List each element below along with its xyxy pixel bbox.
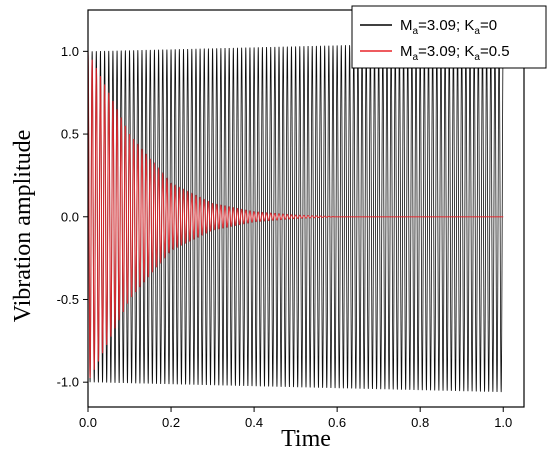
series-line-1 xyxy=(87,51,504,379)
x-tick-label-3: 0.6 xyxy=(328,415,346,430)
y-tick-label-2: 0.0 xyxy=(61,209,79,224)
x-tick-label-0: 0.0 xyxy=(79,415,97,430)
legend: Ma=3.09; Ka=0 Ma=3.09; Ka=0.5 xyxy=(351,5,547,69)
series-line-0 xyxy=(87,41,504,393)
y-tick-label-1: -0.5 xyxy=(57,292,79,307)
y-tick-label-4: 1.0 xyxy=(61,44,79,59)
legend-box xyxy=(351,5,547,69)
x-tick-label-1: 0.2 xyxy=(162,415,180,430)
legend-label-1: Ma=3.09; Ka=0.5 xyxy=(400,43,510,63)
x-tick-label-2: 0.4 xyxy=(245,415,263,430)
x-axis-title: Time xyxy=(281,426,331,452)
y-axis-title: Vibration amplitude xyxy=(10,130,36,323)
y-tick-label-3: 0.5 xyxy=(61,127,79,142)
plot-lines xyxy=(87,41,504,393)
axis-ticks: 0.0 0.2 0.4 0.6 0.8 1.0 -1.0 -0.5 0.0 0.5 1.0 xyxy=(57,44,513,430)
x-tick-label-4: 0.8 xyxy=(411,415,429,430)
plot-border xyxy=(87,9,525,408)
legend-label-0: Ma=3.09; Ka=0 xyxy=(400,17,497,37)
y-tick-label-0: -1.0 xyxy=(57,375,79,390)
plot-frame xyxy=(87,9,525,408)
x-tick-label-5: 1.0 xyxy=(494,415,512,430)
